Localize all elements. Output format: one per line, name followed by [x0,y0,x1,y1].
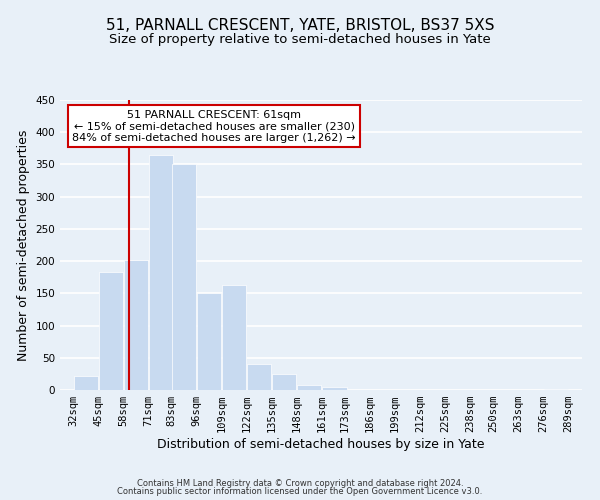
Text: 51 PARNALL CRESCENT: 61sqm
← 15% of semi-detached houses are smaller (230)
84% o: 51 PARNALL CRESCENT: 61sqm ← 15% of semi… [72,110,356,143]
Bar [322,387,347,390]
Bar [298,385,322,390]
Bar [544,388,568,390]
Bar [247,364,271,390]
Bar [272,374,296,390]
Bar [197,294,221,390]
Y-axis label: Number of semi-detached properties: Number of semi-detached properties [17,130,30,360]
X-axis label: Distribution of semi-detached houses by size in Yate: Distribution of semi-detached houses by … [157,438,485,451]
Text: Contains HM Land Registry data © Crown copyright and database right 2024.: Contains HM Land Registry data © Crown c… [137,478,463,488]
Bar [149,156,173,390]
Text: 51, PARNALL CRESCENT, YATE, BRISTOL, BS37 5XS: 51, PARNALL CRESCENT, YATE, BRISTOL, BS3… [106,18,494,32]
Bar [99,272,123,390]
Text: Size of property relative to semi-detached houses in Yate: Size of property relative to semi-detach… [109,32,491,46]
Bar [74,376,98,390]
Bar [172,164,196,390]
Text: Contains public sector information licensed under the Open Government Licence v3: Contains public sector information licen… [118,487,482,496]
Bar [222,285,247,390]
Bar [124,260,148,390]
